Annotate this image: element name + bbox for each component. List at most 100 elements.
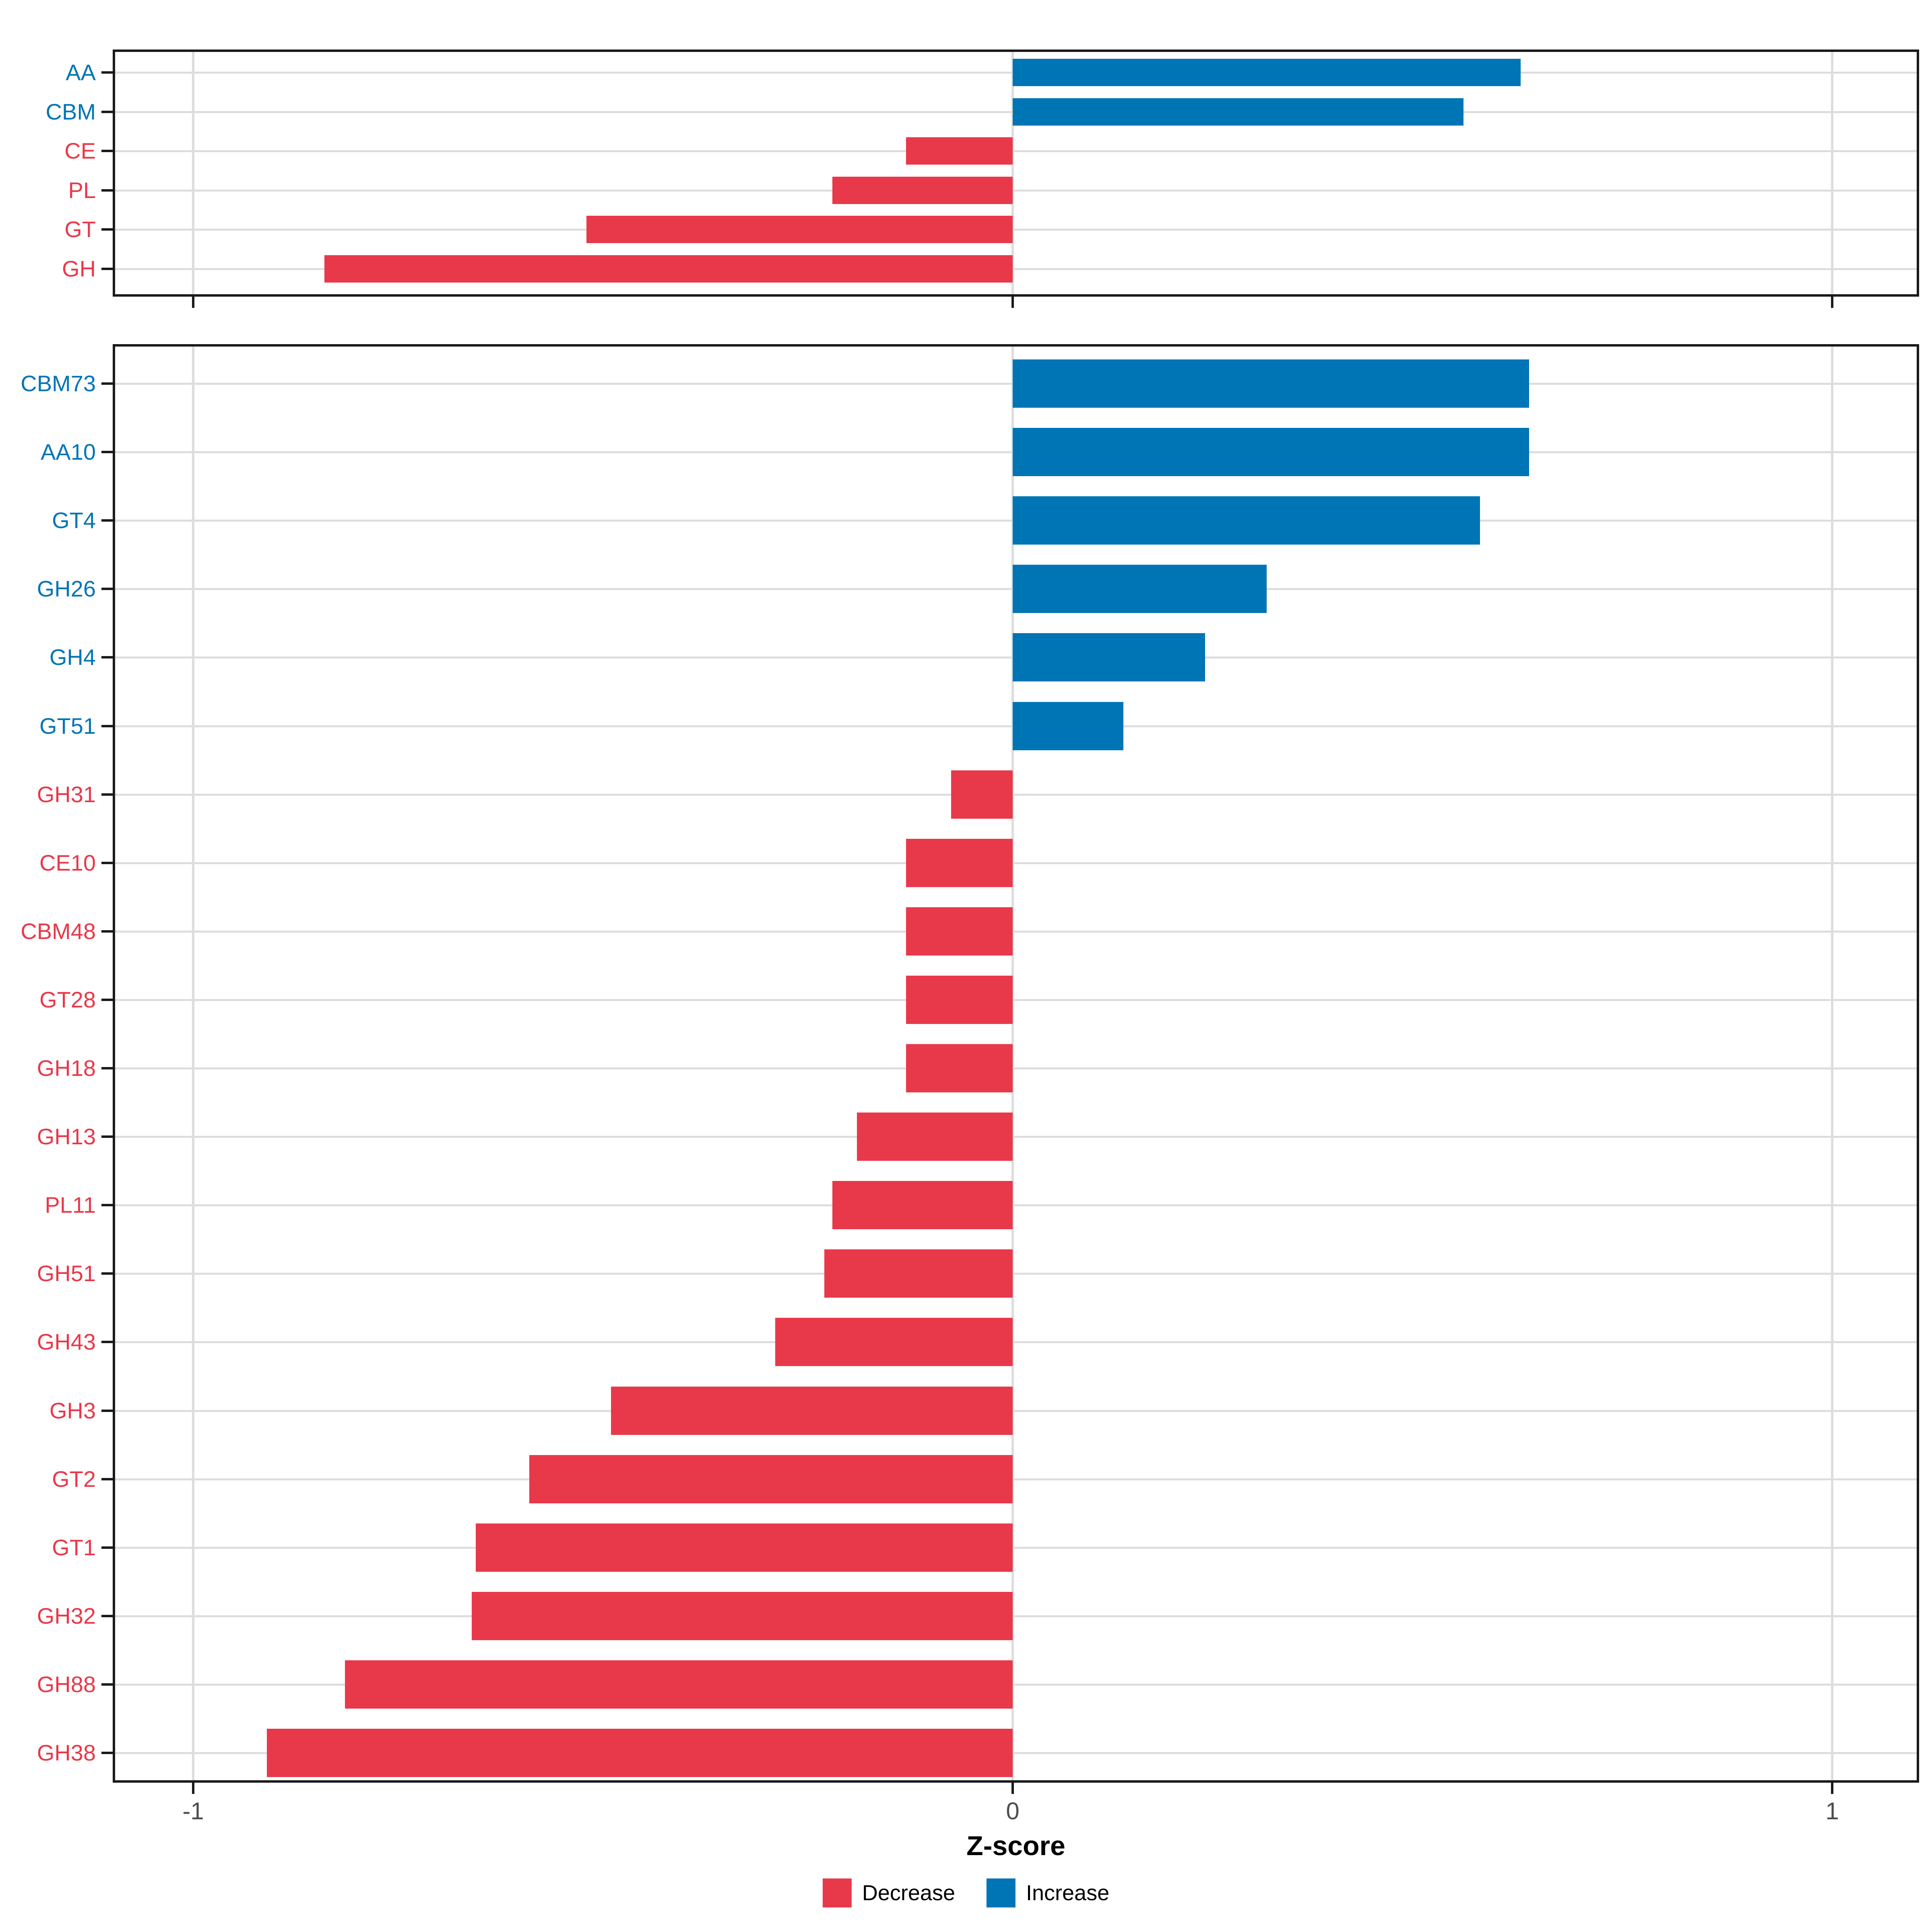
y-tick-AA [101,71,113,74]
y-label-GH31: GH31 [37,781,96,807]
gridline-row-GH51 [115,1273,1917,1275]
y-label-GT: GT [64,217,96,242]
y-tick-GH38 [101,1752,113,1754]
bar-GH3 [611,1386,1013,1435]
y-tick-PL11 [101,1204,113,1207]
gridline-x--1 [192,52,194,294]
y-label-PL: PL [68,177,96,203]
y-tick-CE [101,150,113,152]
y-label-GH38: GH38 [37,1740,96,1765]
bar-GH38 [267,1729,1013,1777]
y-label-GT51: GT51 [39,713,96,739]
x-tick-top--1 [192,297,194,308]
y-label-GT4: GT4 [52,508,96,533]
gridline-row-PL11 [115,1204,1917,1207]
y-label-GH13: GH13 [37,1124,96,1150]
x-tick-label--1: -1 [182,1798,204,1825]
y-tick-GH51 [101,1272,113,1275]
gridline-row-GH32 [115,1615,1917,1617]
y-label-GH3: GH3 [49,1397,96,1423]
y-label-GH18: GH18 [37,1055,96,1081]
y-tick-GT4 [101,519,113,522]
y-tick-GT28 [101,998,113,1001]
bar-PL [832,176,1013,204]
y-label-CBM48: CBM48 [21,918,96,944]
gridline-row-GH [115,268,1917,270]
y-label-PL11: PL11 [45,1192,96,1218]
bar-CE [906,137,1013,165]
gridline-row-GT2 [115,1478,1917,1480]
y-tick-PL [101,189,113,192]
y-tick-GT1 [101,1546,113,1549]
gridline-row-GH88 [115,1683,1917,1686]
y-label-CBM73: CBM73 [21,371,96,396]
y-tick-GH32 [101,1614,113,1617]
y-label-GT1: GT1 [52,1534,96,1560]
bar-GT2 [529,1455,1013,1503]
bar-GH31 [951,770,1013,819]
x-tick-top-1 [1831,297,1833,308]
bar-AA10 [1013,428,1529,477]
bar-GH32 [472,1591,1013,1640]
y-label-GT28: GT28 [39,987,96,1012]
bar-AA [1013,59,1521,86]
y-tick-GT [101,228,113,231]
legend-item-decrease: Decrease [822,1878,955,1907]
y-tick-GH13 [101,1135,113,1138]
x-tick-bottom-1 [1831,1783,1833,1794]
bar-GH [324,255,1013,283]
x-tick-bottom-0 [1011,1783,1014,1794]
x-tick-label-1: 1 [1825,1798,1839,1825]
x-tick-label-0: 0 [1006,1798,1020,1825]
x-tick-bottom--1 [192,1783,194,1794]
gridline-row-CE10 [115,862,1917,864]
bar-GH13 [857,1113,1013,1161]
y-label-CE10: CE10 [39,850,96,875]
y-label-GT2: GT2 [52,1466,96,1492]
gridline-row-GH38 [115,1752,1917,1754]
bar-CE10 [906,838,1013,887]
bar-GT4 [1013,496,1480,545]
gridline-row-GH13 [115,1136,1917,1138]
y-tick-GT2 [101,1478,113,1480]
y-tick-GH88 [101,1683,113,1686]
bar-GH4 [1013,633,1205,682]
y-tick-GH3 [101,1409,113,1412]
gridline-row-CE [115,150,1917,152]
y-label-GH26: GH26 [37,576,96,602]
y-label-GH43: GH43 [37,1329,96,1355]
y-label-CBM: CBM [45,99,96,124]
y-tick-CBM73 [101,382,113,385]
y-label-AA10: AA10 [41,439,96,465]
y-label-GH88: GH88 [37,1671,96,1697]
bar-GT1 [476,1523,1013,1572]
gridline-x--1 [192,347,194,1780]
y-tick-GH31 [101,793,113,796]
gridline-row-GH31 [115,793,1917,796]
bar-CBM48 [906,907,1013,956]
y-tick-GH18 [101,1067,113,1069]
y-tick-GH43 [101,1341,113,1344]
x-tick-top-0 [1011,297,1014,308]
legend-item-increase: Increase [986,1878,1109,1907]
gridline-row-GT28 [115,999,1917,1001]
gridline-x-1 [1831,347,1833,1780]
gridline-row-CBM48 [115,930,1917,933]
y-tick-CBM [101,110,113,113]
gridline-x-1 [1831,52,1833,294]
y-label-AA: AA [66,60,96,85]
y-label-GH32: GH32 [37,1603,96,1629]
bar-GH51 [824,1249,1013,1298]
bar-CBM [1013,98,1463,126]
bar-CBM73 [1013,359,1529,408]
x-axis-title: Z-score [966,1831,1065,1861]
y-label-CE: CE [64,138,96,163]
y-label-GH: GH [62,256,96,281]
bar-GH88 [345,1660,1013,1709]
legend-swatch-increase [986,1878,1016,1907]
gridline-row-GH43 [115,1341,1917,1344]
y-tick-CE10 [101,861,113,864]
y-tick-GH [101,267,113,270]
legend-swatch-decrease [822,1878,852,1907]
